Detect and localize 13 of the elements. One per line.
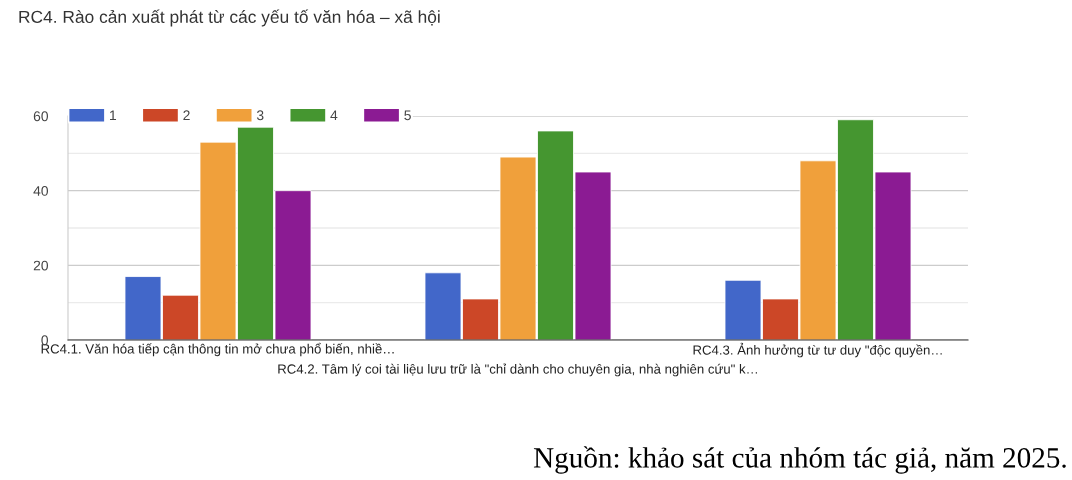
- legend-label: 2: [183, 110, 190, 121]
- y-tick-label: 20: [33, 260, 49, 271]
- legend-label: 5: [404, 110, 411, 121]
- y-tick-label: 60: [33, 111, 49, 122]
- chart-title: RC4. Rào cản xuất phát từ các yếu tố văn hóa – xã hội: [19, 9, 440, 27]
- y-tick-label: 40: [33, 186, 49, 196]
- y-tick-label: 0: [41, 335, 49, 346]
- text: Nguồn: khảo sát của nhóm tác giả, năm 2025.: [533, 446, 1066, 474]
- legend-label: 4: [330, 110, 338, 121]
- legend-label: 3: [256, 110, 264, 121]
- legend-label: 1: [110, 110, 117, 121]
- x-tick-label: RC4.2. Tâm lý coi tài liệu lưu trữ là "chỉ dành cho chuyên gia, nhà nghiên cứu" k…: [278, 363, 757, 377]
- x-tick-label: RC4.3. Ảnh hưởng từ tư duy "độc quyền…: [693, 342, 942, 358]
